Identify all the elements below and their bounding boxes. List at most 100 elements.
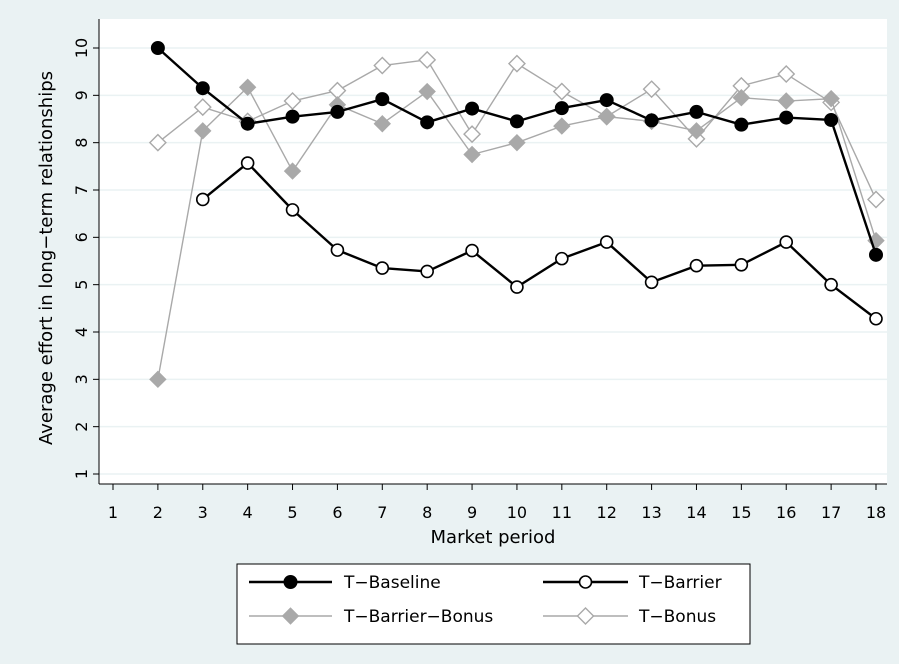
y-tick-label-8: 8 <box>72 138 91 148</box>
point-t-baseline-10 <box>509 114 524 129</box>
x-tick-label-17: 17 <box>821 503 841 522</box>
x-tick-label-18: 18 <box>866 503 886 522</box>
legend-label-t-bonus: T−Bonus <box>638 607 716 627</box>
x-tick-label-8: 8 <box>422 503 432 522</box>
point-t-barrier-bonus-16 <box>777 92 795 110</box>
legend-entry-t-barrier-bonus: T−Barrier−Bonus <box>249 607 493 627</box>
point-t-bonus-18 <box>867 190 885 209</box>
point-t-bonus-5 <box>283 92 302 111</box>
y-tick-label-6: 6 <box>72 232 91 242</box>
point-t-bonus-2 <box>148 133 167 152</box>
y-tick-label-3: 3 <box>72 374 91 384</box>
series-line-t-barrier <box>202 161 877 320</box>
point-t-barrier-bonus-2 <box>149 370 167 389</box>
point-t-barrier-16 <box>779 235 794 249</box>
point-t-barrier-bonus-3 <box>194 122 212 140</box>
legend: T−Baseline T−Barrier T−Barrier−Bonus T−Bonu… <box>236 563 751 645</box>
legend-marker-t-barrier <box>578 575 593 589</box>
point-t-barrier-6 <box>330 243 345 257</box>
point-t-baseline-13 <box>644 113 659 128</box>
x-tick-label-10: 10 <box>507 503 527 522</box>
point-t-barrier-17 <box>824 277 838 292</box>
x-tick-label-7: 7 <box>377 503 387 522</box>
point-t-baseline-7 <box>375 92 390 107</box>
y-tick-label-5: 5 <box>72 280 91 290</box>
point-t-barrier-18 <box>869 311 883 326</box>
point-t-bonus-11 <box>552 82 571 101</box>
point-t-barrier-bonus-12 <box>597 107 616 126</box>
legend-entry-t-barrier: T−Barrier <box>543 573 722 593</box>
point-t-barrier-bonus-15 <box>732 88 751 107</box>
point-t-baseline-17 <box>824 112 839 127</box>
plot-area <box>99 19 887 484</box>
point-t-barrier-bonus-14 <box>687 122 706 140</box>
point-t-baseline-9 <box>465 101 480 116</box>
point-t-barrier-4 <box>240 156 255 170</box>
x-axis-title: Market period <box>431 527 556 548</box>
x-tick-label-2: 2 <box>153 503 163 522</box>
point-t-bonus-8 <box>418 50 437 69</box>
point-t-barrier-bonus-4 <box>238 78 257 96</box>
series-lines <box>148 41 885 389</box>
y-tick-label-9: 9 <box>72 90 91 100</box>
point-t-barrier-14 <box>689 258 704 273</box>
y-tick-label-1: 1 <box>72 469 91 479</box>
x-tick-label-5: 5 <box>287 503 297 522</box>
legend-label-t-barrier-bonus: T−Barrier−Bonus <box>343 607 493 627</box>
legend-label-t-barrier: T−Barrier <box>638 573 722 593</box>
point-t-barrier-bonus-11 <box>553 117 571 135</box>
legend-entry-t-baseline: T−Baseline <box>249 573 441 593</box>
point-t-barrier-7 <box>375 261 390 275</box>
point-t-barrier-8 <box>420 264 434 279</box>
point-t-barrier-13 <box>644 275 659 290</box>
legend-marker-t-bonus <box>576 607 595 625</box>
y-tick-label-10: 10 <box>72 38 91 58</box>
point-t-baseline-3 <box>195 81 210 96</box>
point-t-baseline-18 <box>869 247 883 262</box>
point-t-bonus-10 <box>507 54 526 73</box>
y-axis-title: Average effort in long−term relationship… <box>36 71 57 445</box>
legend-entry-t-bonus: T−Bonus <box>543 607 716 627</box>
point-t-bonus-13 <box>642 80 661 99</box>
y-tick-label-4: 4 <box>72 327 91 337</box>
point-t-barrier-5 <box>285 203 300 217</box>
point-t-baseline-12 <box>599 93 614 108</box>
point-t-baseline-8 <box>420 115 435 130</box>
point-t-baseline-16 <box>779 110 794 125</box>
x-tick-label-12: 12 <box>597 503 617 522</box>
point-t-baseline-4 <box>240 116 255 131</box>
point-t-baseline-5 <box>285 109 300 124</box>
point-t-barrier-bonus-8 <box>418 82 436 101</box>
x-tick-label-13: 13 <box>641 503 661 522</box>
point-t-baseline-2 <box>150 41 165 55</box>
x-tick-label-6: 6 <box>332 503 342 522</box>
x-tick-label-3: 3 <box>198 503 208 522</box>
point-t-barrier-10 <box>510 280 524 294</box>
point-t-baseline-6 <box>330 104 345 119</box>
series-t-baseline <box>150 41 883 262</box>
point-t-bonus-16 <box>777 65 796 84</box>
x-tick-label-14: 14 <box>686 503 706 522</box>
x-tick-label-15: 15 <box>731 503 751 522</box>
x-tick-label-11: 11 <box>552 503 572 522</box>
point-t-barrier-bonus-9 <box>463 145 481 164</box>
point-t-barrier-bonus-7 <box>373 115 392 133</box>
legend-box <box>236 563 751 645</box>
point-t-bonus-7 <box>373 56 392 75</box>
y-tick-label-2: 2 <box>72 422 91 432</box>
gridlines <box>99 47 887 475</box>
x-tick-label-16: 16 <box>776 503 796 522</box>
point-t-barrier-15 <box>734 257 749 272</box>
legend-marker-t-barrier-bonus <box>281 607 300 625</box>
point-t-baseline-14 <box>689 104 704 119</box>
x-tick-label-1: 1 <box>108 503 118 522</box>
point-t-barrier-3 <box>195 192 210 207</box>
point-t-bonus-9 <box>463 125 482 144</box>
legend-marker-t-baseline <box>283 575 298 589</box>
point-t-baseline-11 <box>554 101 569 116</box>
y-tick-label-7: 7 <box>72 185 91 195</box>
point-t-barrier-bonus-17 <box>822 89 840 108</box>
